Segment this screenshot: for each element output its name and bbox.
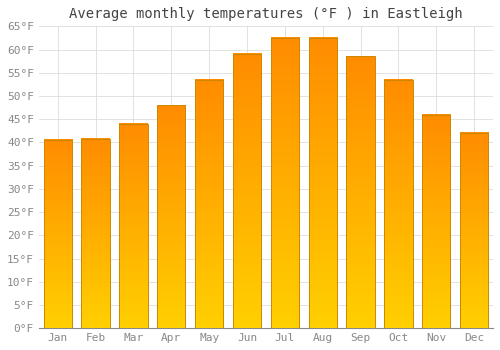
Bar <box>157 105 186 328</box>
Bar <box>82 139 110 328</box>
Bar <box>384 80 412 328</box>
Bar <box>233 54 261 328</box>
Bar <box>422 114 450 328</box>
Title: Average monthly temperatures (°F ) in Eastleigh: Average monthly temperatures (°F ) in Ea… <box>69 7 462 21</box>
Bar <box>460 133 488 328</box>
Bar <box>44 140 72 328</box>
Bar <box>119 124 148 328</box>
Bar <box>195 80 224 328</box>
Bar <box>346 56 375 328</box>
Bar <box>308 38 337 328</box>
Bar <box>270 38 299 328</box>
